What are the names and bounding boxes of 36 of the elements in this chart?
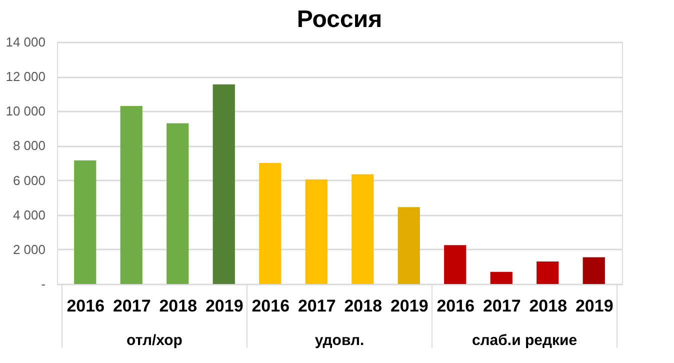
x-tick-label: 2017 <box>298 296 336 316</box>
bar <box>582 257 605 284</box>
x-tick-label: 2017 <box>482 296 521 316</box>
y-tick-label: 6 000 <box>12 172 46 188</box>
bar <box>536 262 559 284</box>
x-tick-label: 2016 <box>436 296 475 316</box>
bar <box>352 174 374 284</box>
x-tick-label: 2017 <box>112 296 151 316</box>
x-tick-label: 2019 <box>575 296 614 316</box>
y-tick-label: 8 000 <box>12 138 46 154</box>
x-tick-label: 2016 <box>252 296 290 316</box>
chart-title: Россия <box>296 6 382 33</box>
y-tick-label: 10 000 <box>6 104 46 119</box>
bar <box>212 84 235 284</box>
bar <box>398 207 420 284</box>
bar <box>444 245 466 284</box>
x-tick-label: 2018 <box>344 296 382 316</box>
y-tick-label: 4 000 <box>12 207 46 222</box>
text: отл/хор <box>126 332 182 349</box>
y-tick-label: 12 000 <box>6 69 46 84</box>
x-tick-label: 2019 <box>390 296 428 316</box>
y-tick-label: 14 000 <box>6 34 46 50</box>
bar <box>74 160 96 284</box>
y-tick-label: 2 000 <box>12 242 46 257</box>
x-tick-label: 2018 <box>159 296 198 316</box>
x-tick-label: 2018 <box>529 296 568 316</box>
x-tick-label: 2019 <box>205 296 244 316</box>
bar <box>166 123 189 284</box>
y-tick-label: - <box>41 276 46 292</box>
text: слаб.и редкие <box>472 332 578 349</box>
x-tick-label: 2016 <box>66 296 105 316</box>
bar <box>305 179 328 284</box>
bar <box>120 106 142 284</box>
bar <box>490 272 512 284</box>
bar <box>259 163 282 284</box>
text: удовл. <box>314 332 364 349</box>
